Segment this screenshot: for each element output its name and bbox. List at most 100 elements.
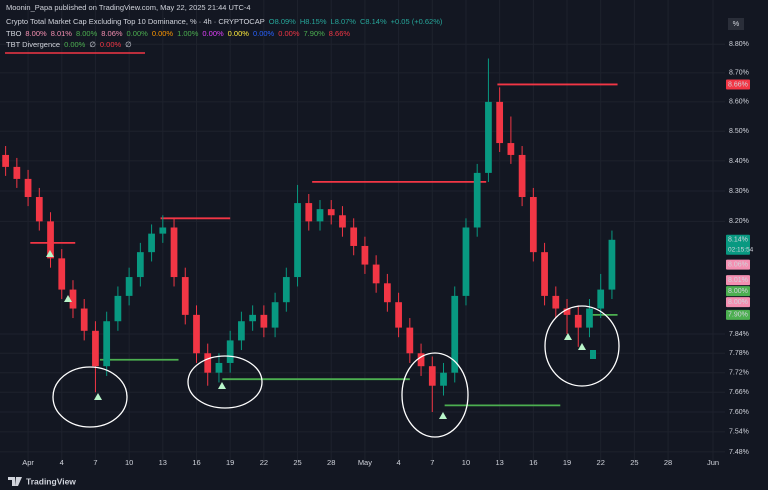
- candle-body: [58, 258, 66, 290]
- candle-body: [148, 233, 155, 253]
- y-tick-label: 8.80%: [729, 41, 749, 48]
- x-tick-label: 16: [529, 458, 537, 467]
- x-tick-label: Apr: [22, 458, 34, 467]
- x-tick-label: 10: [462, 458, 470, 467]
- annotations: [52, 305, 620, 438]
- x-tick-label: 7: [93, 458, 97, 467]
- candle-body: [159, 227, 167, 234]
- price-label: 8.00%: [728, 299, 748, 306]
- indicator-value: 8.00%: [76, 29, 98, 38]
- x-tick-label: 19: [226, 458, 234, 467]
- candle-body: [451, 295, 459, 373]
- price-label-box: [726, 234, 750, 255]
- indicator-value: 0.00%: [100, 40, 122, 49]
- countdown: 02:15:54: [728, 247, 754, 254]
- indicator-name: TBT Divergence: [6, 40, 60, 49]
- candle-body: [384, 283, 391, 303]
- triangle: [439, 412, 447, 419]
- indicator-value: 0.00%: [64, 40, 86, 49]
- y-tick-label: 7.54%: [729, 429, 749, 436]
- indicator-value: 7.90%: [304, 29, 326, 38]
- indicator-line: TBO 8.00% 8.01% 8.00% 8.06% 0.00% 0.00% 1.00% 0.…: [6, 29, 350, 38]
- y-tick-label: 7.78%: [729, 350, 749, 357]
- indicator-value: 0.00%: [278, 29, 300, 38]
- candle-body: [518, 154, 526, 198]
- candle-body: [260, 314, 268, 328]
- price-label-box: [726, 286, 750, 297]
- ohlc-value: H8.15%: [300, 17, 327, 26]
- candle-body: [215, 362, 223, 373]
- indicator-value: ∅: [125, 40, 132, 49]
- brand: TradingView: [26, 476, 76, 486]
- grid: [0, 0, 725, 462]
- candle-body: [597, 289, 605, 309]
- x-tick-label: 28: [664, 458, 672, 467]
- candle-body: [507, 143, 515, 155]
- indicator-value: 8.06%: [101, 29, 123, 38]
- candle-body: [350, 227, 358, 246]
- x-tick-label: 16: [192, 458, 200, 467]
- price-label-box: [726, 275, 750, 286]
- x-tick-label: 4: [60, 458, 64, 467]
- y-tick-label: 8.50%: [729, 128, 749, 135]
- footer: [0, 470, 768, 490]
- x-tick-label: 13: [159, 458, 167, 467]
- price-label: 8.01%: [728, 277, 748, 284]
- unit-box: [728, 18, 744, 30]
- circle: [52, 366, 128, 428]
- indicator-value: 0.00%: [127, 29, 149, 38]
- candle-body: [574, 314, 582, 328]
- candle-body: [305, 203, 313, 222]
- indicator-value: 0.00%: [228, 29, 250, 38]
- candle-body: [361, 245, 369, 265]
- candle-body: [428, 366, 436, 386]
- candle-body: [496, 101, 504, 144]
- indicator-value: 8.01%: [51, 29, 73, 38]
- candle-body: [563, 308, 571, 315]
- square: [590, 350, 596, 359]
- candle-body: [238, 321, 245, 341]
- indicator-value: 0.00%: [152, 29, 174, 38]
- candle-body: [226, 340, 234, 363]
- candle-body: [552, 295, 560, 309]
- x-tick-label: 25: [630, 458, 638, 467]
- publisher: Moonin_Papa published on TradingView.com…: [6, 3, 251, 12]
- candle-body: [608, 239, 616, 290]
- ohlc-value: C8.14%: [360, 17, 387, 26]
- y-tick-label: 8.20%: [729, 218, 749, 225]
- candle-body: [294, 203, 301, 278]
- candle-body: [271, 302, 279, 328]
- price-label-box: [726, 297, 750, 308]
- candle-body: [47, 221, 54, 259]
- candle-body: [80, 308, 88, 331]
- candle-body: [13, 166, 21, 179]
- x-tick-label: 4: [397, 458, 401, 467]
- candle-body: [136, 252, 144, 278]
- price-label: 8.00%: [728, 288, 748, 295]
- x-tick-label: 22: [597, 458, 605, 467]
- candle-body: [327, 209, 335, 216]
- candle-body: [586, 308, 593, 328]
- triangle: [46, 250, 54, 257]
- triangle: [564, 333, 572, 340]
- candle-body: [114, 295, 122, 322]
- y-tick-label: 8.60%: [729, 99, 749, 106]
- y-tick-label: 8.40%: [729, 158, 749, 165]
- price-label: 8.06%: [728, 261, 748, 268]
- candle-body: [2, 154, 9, 167]
- candle-body: [204, 353, 212, 373]
- candle-body: [417, 353, 425, 367]
- x-tick-label: 25: [293, 458, 301, 467]
- y-tick-label: 7.84%: [729, 331, 749, 338]
- x-tick-label: 13: [495, 458, 503, 467]
- price-label: 8.14%: [728, 237, 748, 244]
- candle-body: [282, 277, 290, 303]
- candle-body: [92, 330, 99, 367]
- x-tick-label: 19: [563, 458, 571, 467]
- circle: [401, 352, 469, 438]
- y-tick-label: 7.60%: [729, 409, 749, 416]
- price-label: 7.90%: [728, 312, 748, 319]
- circle: [187, 355, 263, 409]
